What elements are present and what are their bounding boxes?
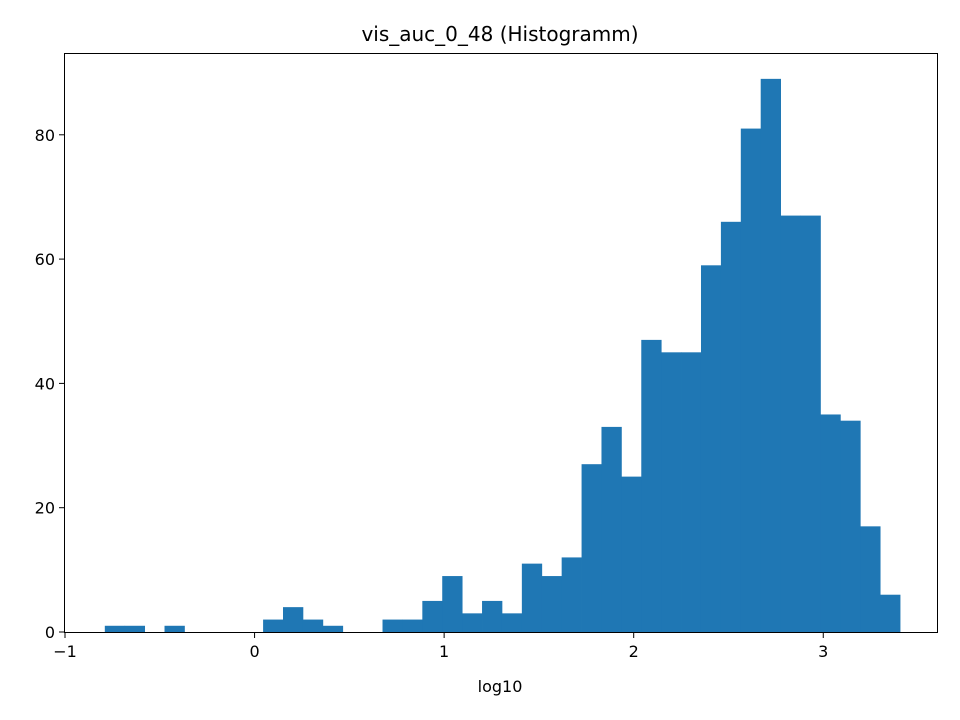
y-tick-label: 40 [35, 374, 55, 393]
x-axis-label: log10 [478, 677, 523, 696]
x-tick-label: 1 [439, 642, 449, 661]
plot-frame [64, 53, 938, 633]
histogram-bar [442, 576, 463, 632]
histogram-bar [860, 526, 881, 632]
histogram-bar [462, 613, 483, 632]
bars-group [104, 78, 901, 633]
x-tick-label: 0 [249, 642, 259, 661]
histogram-bar [720, 221, 742, 632]
y-tick-label: 80 [35, 126, 55, 145]
y-tick-label: 0 [45, 623, 55, 642]
histogram-bar [700, 265, 722, 632]
x-tick-label: 2 [629, 642, 639, 661]
histogram-bar [661, 352, 682, 632]
histogram-bar [581, 464, 602, 632]
x-tick-label: 3 [818, 642, 828, 661]
histogram-bar [820, 414, 841, 632]
histogram-bar [601, 426, 622, 632]
histogram-bar [740, 128, 762, 632]
histogram-bar [164, 625, 185, 632]
histogram-bar [283, 607, 304, 632]
histogram-bar [501, 613, 523, 632]
histogram-bar [760, 78, 781, 633]
x-tick-label: −1 [53, 642, 77, 661]
histogram-bar [322, 625, 344, 632]
histogram-bar [302, 619, 324, 632]
histogram-bar [681, 352, 702, 632]
y-tick-label: 60 [35, 250, 55, 269]
histogram-bar [780, 215, 801, 632]
histogram-bar [104, 625, 126, 632]
histogram-bar [263, 619, 284, 632]
histogram-bar [621, 476, 642, 632]
histogram-bar [641, 339, 662, 632]
histogram-bar [124, 625, 146, 632]
y-tick-label: 20 [35, 499, 55, 518]
histogram-bar [482, 600, 503, 632]
chart-title: vis_auc_0_48 (Histogramm) [361, 22, 638, 46]
histogram-bar [880, 594, 901, 632]
histogram-bar [541, 576, 563, 632]
histogram-bar [402, 619, 423, 632]
histogram-bar [382, 619, 403, 632]
histogram-bar [422, 600, 443, 632]
x-axis-ticks: −1 0 1 2 3 [53, 632, 828, 661]
histogram-bar [521, 563, 543, 632]
histogram-bar [561, 557, 582, 632]
histogram-bar [800, 215, 821, 632]
histogram-bar [840, 420, 861, 632]
y-axis-ticks: 0 20 40 60 80 [35, 126, 65, 642]
